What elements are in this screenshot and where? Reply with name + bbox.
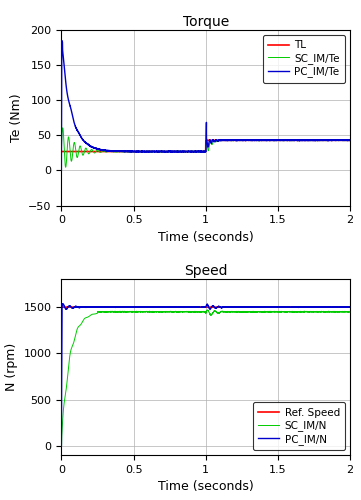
PC_IM/N [197,304,202,310]
PC_IM/N [320,304,324,310]
PC_IM/Te [320,138,324,143]
SC_IM/N [249,309,254,315]
PC_IM/N [249,304,254,310]
SC_IM/N [197,309,202,315]
TL [197,148,202,154]
SC_IM/Te [197,148,202,154]
PC_IM/N [329,304,333,310]
Ref. Speed [59,304,64,310]
SC_IM/Te [249,138,254,143]
SC_IM/N [348,309,352,315]
TL [329,138,333,143]
Line: TL: TL [61,140,350,151]
PC_IM/Te [59,168,64,173]
SC_IM/Te [264,138,269,143]
Ref. Speed [197,304,202,310]
PC_IM/N [184,304,188,310]
SC_IM/N [205,307,209,313]
SC_IM/N [59,443,64,449]
Line: SC_IM/Te: SC_IM/Te [61,128,350,168]
SC_IM/Te [184,148,188,154]
Ref. Speed [329,304,333,310]
Line: SC_IM/N: SC_IM/N [61,310,350,446]
X-axis label: Time (seconds): Time (seconds) [158,480,254,494]
Ref. Speed [249,304,254,310]
PC_IM/N [264,304,269,310]
Y-axis label: Te (Nm): Te (Nm) [10,94,23,142]
PC_IM/Te [197,148,202,154]
PC_IM/Te [264,138,269,143]
Ref. Speed [320,304,324,310]
SC_IM/Te [61,125,65,131]
SC_IM/N [329,308,333,314]
TL [264,138,269,143]
PC_IM/N [59,443,64,449]
TL [348,138,352,143]
Ref. Speed [264,304,269,310]
PC_IM/N [348,304,352,310]
SC_IM/N [320,308,324,314]
Ref. Speed [184,304,188,310]
TL [204,138,208,143]
Title: Torque: Torque [183,15,229,29]
PC_IM/N [61,301,65,307]
Legend: Ref. Speed, SC_IM/N, PC_IM/N: Ref. Speed, SC_IM/N, PC_IM/N [253,402,345,450]
Line: PC_IM/Te: PC_IM/Te [61,40,350,170]
TL [59,148,64,154]
Ref. Speed [348,304,352,310]
TL [249,138,254,143]
X-axis label: Time (seconds): Time (seconds) [158,231,254,244]
TL [184,148,188,154]
PC_IM/Te [348,138,352,143]
SC_IM/Te [59,146,64,152]
SC_IM/Te [64,164,68,170]
SC_IM/N [184,308,188,314]
PC_IM/Te [184,148,188,154]
PC_IM/Te [249,138,254,143]
SC_IM/Te [329,138,333,143]
TL [320,138,324,143]
Legend: TL, SC_IM/Te, PC_IM/Te: TL, SC_IM/Te, PC_IM/Te [263,35,345,82]
SC_IM/Te [348,138,352,143]
SC_IM/N [264,309,269,315]
PC_IM/Te [60,38,64,44]
PC_IM/Te [329,138,333,143]
Title: Speed: Speed [184,264,227,278]
Line: PC_IM/N: PC_IM/N [61,304,350,446]
SC_IM/Te [320,137,324,143]
Y-axis label: N (rpm): N (rpm) [5,343,18,392]
